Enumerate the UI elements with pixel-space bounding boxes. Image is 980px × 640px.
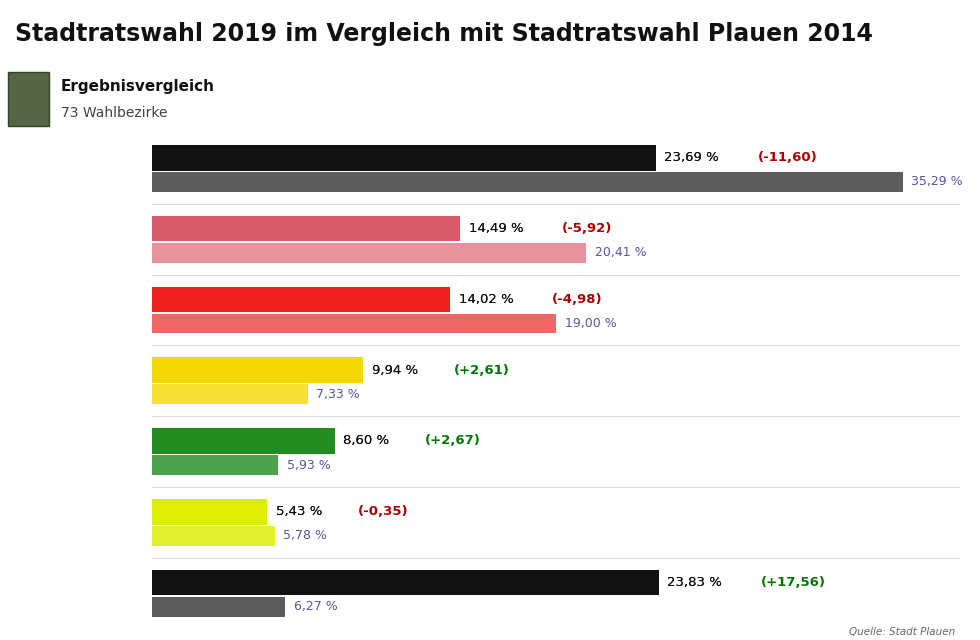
Bar: [152, 570, 659, 595]
Bar: [152, 216, 461, 241]
Bar: [152, 428, 335, 454]
Text: 5,78 %: 5,78 %: [283, 529, 327, 542]
Text: 5,43 %: 5,43 %: [276, 506, 326, 518]
Text: 7,33 %: 7,33 %: [317, 388, 360, 401]
Text: 23,83 %: 23,83 %: [667, 576, 726, 589]
Text: (-0,35): (-0,35): [358, 506, 409, 518]
Text: (+2,67): (+2,67): [425, 435, 481, 447]
Text: 8,60 %: 8,60 %: [343, 435, 394, 447]
Bar: [152, 314, 556, 333]
Text: 23,69 %: 23,69 %: [664, 151, 723, 164]
Text: 5,43 %: 5,43 %: [276, 506, 326, 518]
Bar: [8, 72, 49, 126]
Text: (-11,60): (-11,60): [759, 151, 818, 164]
Text: 23,83 %: 23,83 %: [667, 576, 726, 589]
Text: 9,94 %: 9,94 %: [371, 364, 422, 377]
Text: 19,00 %: 19,00 %: [564, 317, 616, 330]
Text: 14,02 %: 14,02 %: [459, 293, 517, 306]
Bar: [152, 526, 274, 546]
Text: (-5,92): (-5,92): [563, 222, 612, 235]
Text: 35,29 %: 35,29 %: [911, 175, 963, 188]
Bar: [152, 455, 278, 475]
Text: Stadtratswahl 2019 im Vergleich mit Stadtratswahl Plauen 2014: Stadtratswahl 2019 im Vergleich mit Stad…: [15, 22, 872, 45]
Text: 23,69 %: 23,69 %: [664, 151, 723, 164]
Bar: [152, 596, 285, 616]
Text: (+17,56): (+17,56): [761, 576, 826, 589]
Text: (+2,61): (+2,61): [454, 364, 510, 377]
Text: 73 Wahlbezirke: 73 Wahlbezirke: [61, 106, 168, 120]
Text: 8,60 %: 8,60 %: [343, 435, 394, 447]
Bar: [152, 357, 364, 383]
Text: 5,93 %: 5,93 %: [286, 458, 330, 472]
Text: 6,27 %: 6,27 %: [294, 600, 337, 613]
Bar: [152, 287, 450, 312]
Text: 14,49 %: 14,49 %: [468, 222, 527, 235]
Text: 14,49 %: 14,49 %: [468, 222, 527, 235]
Bar: [152, 499, 268, 525]
Bar: [152, 385, 308, 404]
Text: 20,41 %: 20,41 %: [595, 246, 646, 259]
Bar: [152, 145, 656, 170]
Bar: [152, 243, 586, 262]
Text: 14,02 %: 14,02 %: [459, 293, 517, 306]
Text: Ergebnisvergleich: Ergebnisvergleich: [61, 79, 215, 94]
Text: 9,94 %: 9,94 %: [371, 364, 422, 377]
Bar: [152, 172, 903, 192]
Text: Quelle: Stadt Plauen: Quelle: Stadt Plauen: [850, 627, 956, 637]
Text: (-4,98): (-4,98): [553, 293, 603, 306]
